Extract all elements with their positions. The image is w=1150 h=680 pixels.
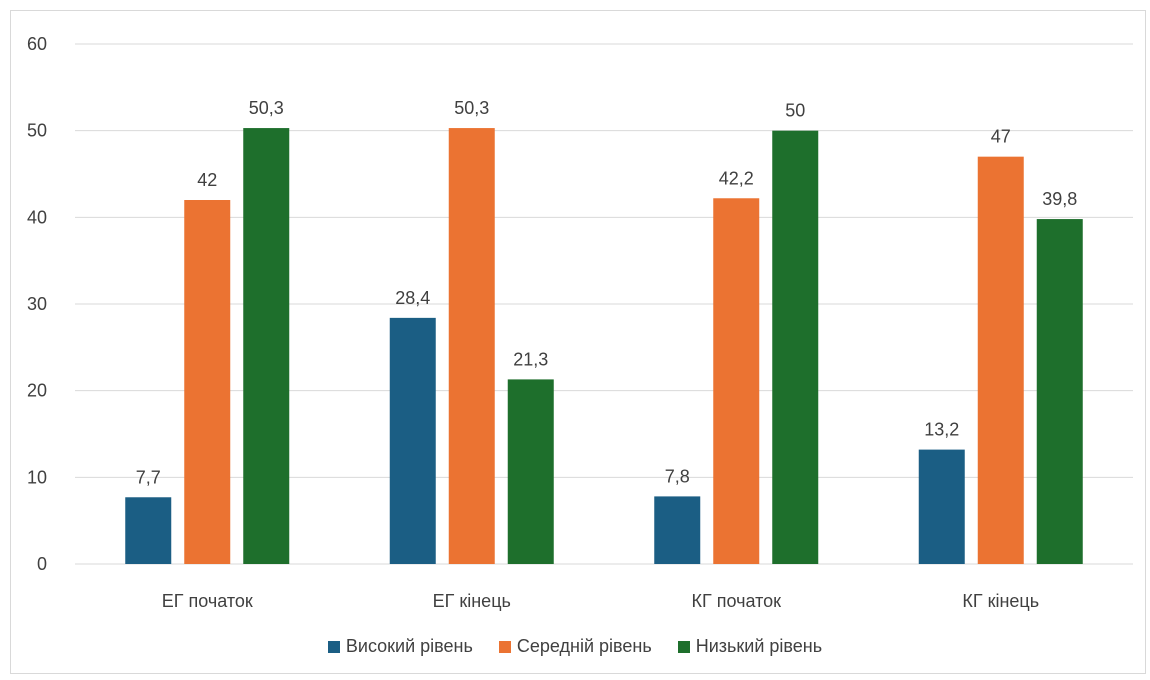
- legend-swatch-high: [327, 640, 340, 653]
- data-label: 21,3: [513, 349, 548, 369]
- legend-item-low: Низький рівень: [677, 636, 823, 657]
- legend: Високий рівень Середній рівень Низький р…: [0, 636, 1150, 657]
- y-tick-label: 50: [27, 121, 47, 141]
- x-tick-label: ЕГ початок: [162, 591, 253, 611]
- data-label: 47: [991, 127, 1011, 147]
- legend-item-high: Високий рівень: [327, 636, 473, 657]
- x-tick-label: КГ кінець: [962, 591, 1039, 611]
- y-tick-label: 30: [27, 294, 47, 314]
- bar: [654, 496, 701, 564]
- data-label: 39,8: [1042, 189, 1077, 209]
- bar: [507, 379, 554, 564]
- legend-swatch-medium: [498, 640, 511, 653]
- legend-label-low: Низький рівень: [695, 636, 823, 656]
- y-tick-label: 40: [27, 207, 47, 227]
- legend-item-medium: Середній рівень: [498, 636, 652, 657]
- data-label: 42: [197, 170, 217, 190]
- y-tick-label: 10: [27, 467, 47, 487]
- bar: [243, 128, 290, 565]
- legend-label-high: Високий рівень: [345, 636, 473, 656]
- bar: [977, 156, 1024, 564]
- data-label: 7,8: [665, 466, 690, 486]
- data-label: 28,4: [395, 288, 430, 308]
- data-label: 7,7: [136, 467, 161, 487]
- bar: [1036, 219, 1083, 565]
- y-tick-label: 0: [37, 554, 47, 574]
- data-label: 42,2: [719, 168, 754, 188]
- y-tick-label: 60: [27, 34, 47, 54]
- legend-swatch-low: [677, 640, 690, 653]
- x-tick-label: ЕГ кінець: [433, 591, 511, 611]
- data-label: 50,3: [454, 98, 489, 118]
- data-label: 50: [785, 101, 805, 121]
- bar: [772, 130, 819, 564]
- bar: [448, 128, 495, 565]
- legend-label-medium: Середній рівень: [516, 636, 652, 656]
- bar: [389, 317, 436, 564]
- bar: [918, 449, 965, 564]
- x-tick-label: КГ початок: [691, 591, 781, 611]
- data-label: 13,2: [924, 420, 959, 440]
- bar: [713, 198, 760, 564]
- bar: [184, 200, 231, 564]
- y-tick-label: 20: [27, 381, 47, 401]
- data-label: 50,3: [249, 98, 284, 118]
- bar: [125, 497, 172, 564]
